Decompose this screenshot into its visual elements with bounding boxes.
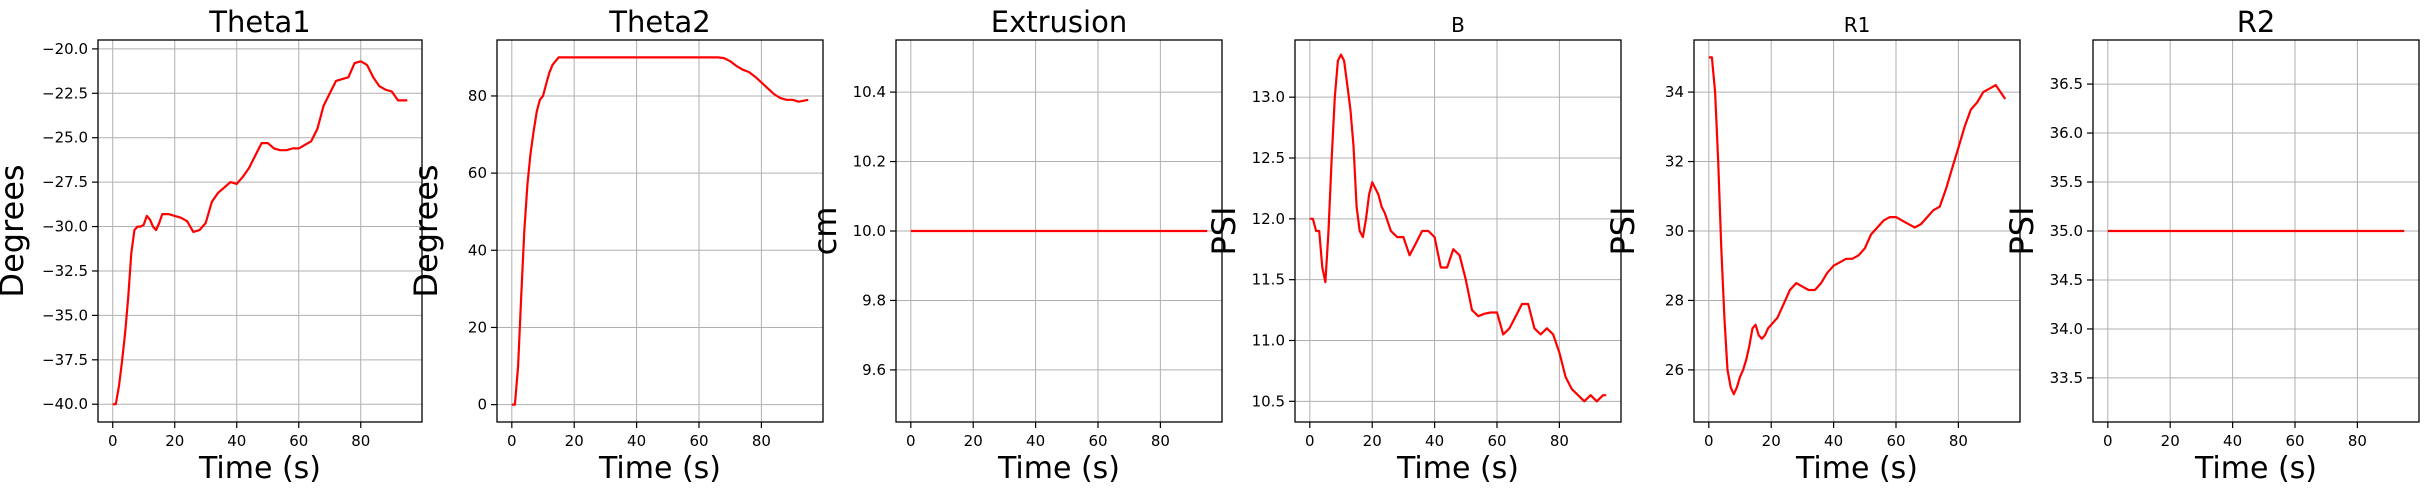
y-tick-label: 0	[477, 396, 487, 414]
x-tick-label: 60	[1088, 432, 1107, 450]
y-tick-label: −30.0	[42, 218, 88, 236]
x-tick-label: 80	[1151, 432, 1170, 450]
x-axis-label: Time (s)	[598, 451, 721, 486]
chart-title: Extrusion	[991, 5, 1127, 39]
y-tick-label: −20.0	[42, 40, 88, 58]
y-tick-label: 11.0	[1252, 331, 1285, 349]
x-tick-label: 40	[2223, 432, 2242, 450]
y-tick-label: 10.2	[853, 153, 886, 171]
series-line	[511, 56, 809, 406]
y-tick-label: 33.5	[2050, 369, 2083, 387]
x-tick-label: 80	[351, 432, 370, 450]
series-line	[1309, 53, 1607, 403]
x-tick-label: 80	[1550, 432, 1569, 450]
y-axis-label: Degrees	[0, 164, 31, 297]
x-tick-label: 80	[2348, 432, 2367, 450]
y-axis-label: PSI	[1205, 206, 1243, 255]
chart-panel-3: 0 20 40 60 80 9.6 9.8 10.0 10.2 10.4 Extrusion Time…	[806, 5, 1223, 486]
y-tick-label: 10.4	[853, 83, 886, 101]
y-tick-label: 10.0	[853, 222, 886, 240]
chart-title: B	[1451, 13, 1465, 37]
chart-panel-2: 0 20 40 60 80 0 20 40 60 80 Theta2 Time (s) Degrees	[407, 5, 824, 486]
x-axis-label: Time (s)	[198, 451, 321, 486]
x-tick-label: 60	[1886, 432, 1905, 450]
y-tick-label: 20	[468, 318, 487, 336]
x-tick-label: 80	[752, 432, 771, 450]
x-tick-label: 60	[1487, 432, 1506, 450]
x-tick-label: 0	[906, 432, 916, 450]
y-tick-label: 9.8	[862, 291, 886, 309]
y-tick-label: −22.5	[42, 84, 88, 102]
y-tick-label: 36.5	[2050, 75, 2083, 93]
y-axis-label: PSI	[1604, 206, 1642, 255]
x-tick-label: 20	[165, 432, 184, 450]
x-tick-label: 40	[1425, 432, 1444, 450]
y-tick-label: 9.6	[862, 361, 886, 379]
y-tick-label: 13.0	[1252, 88, 1285, 106]
x-axis-label: Time (s)	[1795, 451, 1918, 486]
y-tick-label: −27.5	[42, 173, 88, 191]
x-axis-label: Time (s)	[997, 451, 1120, 486]
x-tick-label: 20	[1762, 432, 1781, 450]
x-tick-label: 0	[108, 432, 118, 450]
x-tick-label: 20	[565, 432, 584, 450]
x-tick-label: 20	[964, 432, 983, 450]
chart-panel-5: 0 20 40 60 80 26 28 30 32 34 R1 Time (s) PSI	[1604, 13, 2021, 486]
y-tick-label: 28	[1665, 291, 1684, 309]
x-tick-label: 60	[2285, 432, 2304, 450]
y-tick-label: 60	[468, 164, 487, 182]
y-tick-label: 34.5	[2050, 271, 2083, 289]
x-tick-label: 40	[627, 432, 646, 450]
y-tick-label: 32	[1665, 153, 1684, 171]
y-tick-label: 80	[468, 87, 487, 105]
y-tick-label: 35.5	[2050, 173, 2083, 191]
chart-title: Theta1	[208, 5, 311, 39]
x-tick-label: 0	[1704, 432, 1714, 450]
chart-panel-6: 0 20 40 60 80 33.5 34.0 34.5 35.0 35.5 36.0 36.5 R2 T…	[2003, 5, 2420, 486]
x-tick-label: 20	[1363, 432, 1382, 450]
axes-frame	[496, 39, 824, 423]
x-tick-label: 60	[289, 432, 308, 450]
chart-title: Theta2	[608, 5, 711, 39]
x-tick-label: 40	[1026, 432, 1045, 450]
y-tick-label: −32.5	[42, 262, 88, 280]
x-tick-label: 40	[1824, 432, 1843, 450]
axes-frame	[1294, 39, 1622, 423]
y-tick-label: 11.5	[1252, 271, 1285, 289]
x-tick-label: 20	[2161, 432, 2180, 450]
y-tick-label: −37.5	[42, 351, 88, 369]
x-tick-label: 0	[507, 432, 517, 450]
x-tick-label: 0	[1305, 432, 1315, 450]
y-tick-label: 12.0	[1252, 210, 1285, 228]
y-tick-label: 35.0	[2050, 222, 2083, 240]
axes-frame	[97, 39, 423, 423]
chart-title: R1	[1844, 13, 1871, 37]
series-line	[1708, 56, 2007, 396]
x-axis-label: Time (s)	[2194, 451, 2317, 486]
y-tick-label: 36.0	[2050, 124, 2083, 142]
y-tick-label: 10.5	[1252, 392, 1285, 410]
chart-panel-1: 0 20 40 60 80 −40.0 −37.5 −35.0 −32.5 −30.0 −27.5 −…	[0, 5, 423, 486]
y-tick-label: 26	[1665, 361, 1684, 379]
y-tick-label: −40.0	[42, 395, 88, 413]
y-tick-label: 34	[1665, 83, 1684, 101]
x-tick-label: 60	[689, 432, 708, 450]
series-line	[112, 60, 408, 406]
y-axis-label: cm	[806, 207, 844, 256]
y-tick-label: 34.0	[2050, 320, 2083, 338]
y-tick-label: −35.0	[42, 306, 88, 324]
chart-panel-4: 0 20 40 60 80 10.5 11.0 11.5 12.0 12.5 13.0 B Time (…	[1205, 13, 1622, 486]
y-tick-label: 40	[468, 241, 487, 259]
x-tick-label: 40	[227, 432, 246, 450]
y-axis-label: Degrees	[407, 164, 445, 297]
chart-title: R2	[2237, 5, 2276, 39]
y-axis-label: PSI	[2003, 206, 2041, 255]
y-tick-label: 12.5	[1252, 149, 1285, 167]
x-axis-label: Time (s)	[1396, 451, 1519, 486]
x-tick-label: 80	[1949, 432, 1968, 450]
x-tick-label: 0	[2103, 432, 2113, 450]
y-tick-label: 30	[1665, 222, 1684, 240]
y-tick-label: −25.0	[42, 129, 88, 147]
